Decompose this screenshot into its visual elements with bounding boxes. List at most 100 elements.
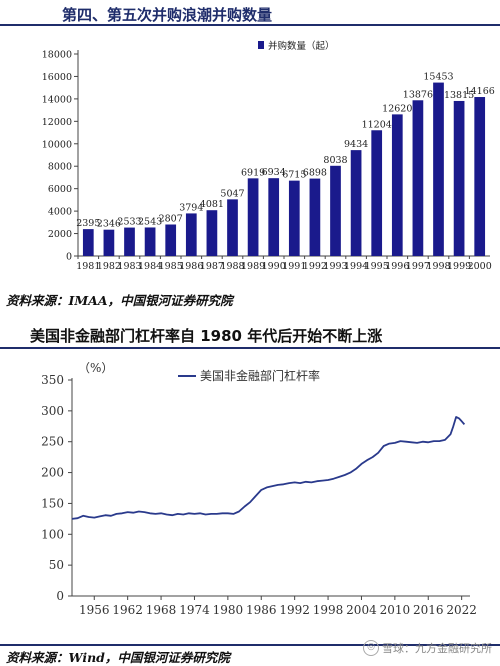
y-axis-unit-label: （%） (78, 361, 113, 375)
x-tick-label: 1988 (220, 261, 244, 272)
bar-value-label: 2807 (159, 213, 183, 224)
legend-label: 美国非金融部门杠杆率 (200, 368, 320, 383)
x-tick-label: 1998 (426, 261, 450, 272)
bar (268, 178, 280, 256)
legend-swatch (258, 41, 264, 49)
bar-value-label: 6898 (303, 168, 327, 179)
x-tick-label: 1985 (159, 261, 183, 272)
bar (185, 213, 197, 256)
x-tick-label: 1992 (279, 603, 310, 617)
y-tick-label: 4000 (48, 207, 72, 218)
y-tick-label: 0 (56, 589, 64, 603)
bar-value-label: 12620 (382, 103, 412, 114)
x-tick-label: 2016 (413, 603, 444, 617)
x-tick-label: 1968 (146, 603, 177, 617)
bar (453, 100, 465, 256)
bar-value-label: 6715 (282, 170, 306, 181)
x-tick-label: 1974 (179, 603, 210, 617)
x-tick-label: 2004 (346, 603, 377, 617)
y-tick-label: 16000 (42, 72, 72, 83)
x-tick-label: 1982 (97, 261, 121, 272)
bar-value-label: 13815 (444, 90, 474, 101)
y-tick-label: 50 (49, 558, 64, 572)
y-tick-label: 18000 (42, 50, 72, 61)
bottom-chart-title: 美国非金融部门杠杆率自 1980 年代后开始不断上涨 (30, 327, 383, 345)
y-tick-label: 150 (41, 496, 64, 510)
x-tick-label: 1995 (365, 261, 389, 272)
y-tick-label: 350 (41, 373, 64, 387)
line-chart: （%） 0 50 100 150 200 250 300 350 1956 1962 1968 1974… (41, 361, 477, 617)
y-tick-label: 10000 (42, 139, 72, 150)
x-tick-label: 1956 (79, 603, 110, 617)
x-tick-label: 1992 (303, 261, 327, 272)
bar-value-label: 9434 (344, 139, 368, 150)
x-tick-label: 1989 (241, 261, 265, 272)
bar (124, 227, 135, 256)
bar-value-label: 11204 (362, 119, 392, 130)
y-tick-label: 14000 (42, 94, 72, 105)
bar-value-label: 14166 (465, 86, 495, 97)
bar-value-label: 6919 (241, 167, 265, 178)
x-tick-label: 2010 (380, 603, 411, 617)
bar (309, 178, 321, 256)
x-tick-label: 1987 (200, 261, 224, 272)
bar-value-label: 6934 (262, 167, 286, 178)
x-tick-label: 1993 (323, 261, 347, 272)
y-tick-label: 200 (41, 466, 64, 480)
y-tick-label: 250 (41, 435, 64, 449)
x-tick-label: 2000 (468, 261, 492, 272)
x-tick-label: 1986 (179, 261, 203, 272)
bar-value-label: 2533 (117, 217, 141, 228)
bar (247, 178, 259, 256)
bar-value-label: 2395 (76, 218, 100, 229)
x-tick-label: 1998 (313, 603, 344, 617)
y-tick-label: 8000 (48, 162, 72, 173)
legend-label: 并购数量（起） (268, 40, 335, 52)
bar (433, 82, 444, 256)
y-tick-label: 100 (41, 527, 64, 541)
watermark: ◎ 雪球：九方金融研究所 (363, 640, 492, 656)
bar-value-label: 2346 (97, 219, 121, 230)
x-tick-label: 1984 (138, 261, 162, 272)
bar (330, 165, 341, 256)
y-tick-label: 0 (66, 252, 72, 263)
y-tick-label: 300 (41, 404, 64, 418)
y-tick-label: 2000 (48, 229, 72, 240)
series-line (71, 416, 466, 520)
top-title-rule (0, 24, 500, 26)
bar-chart: 0 2000 4000 6000 8000 10000 12000 14000 16000 180… (42, 40, 495, 272)
x-tick-label: 1962 (112, 603, 143, 617)
watermark-text: 雪球：九方金融研究所 (382, 642, 492, 655)
bar-value-label: 15453 (423, 72, 453, 83)
snowball-logo-icon: ◎ (363, 640, 379, 656)
y-tick-label: 6000 (48, 184, 72, 195)
x-tick-label: 1994 (344, 261, 368, 272)
x-tick-label: 1990 (262, 261, 286, 272)
bar-value-label: 2543 (138, 216, 162, 227)
top-source: 资料来源：IMAA，中国银河证券研究院 (6, 293, 233, 308)
y-tick-label: 12000 (42, 117, 72, 128)
bar-value-label: 4081 (200, 199, 224, 210)
bar (103, 229, 115, 256)
bar (412, 100, 424, 256)
bar-value-label: 3794 (179, 202, 203, 213)
x-tick-label: 1996 (385, 261, 409, 272)
bar (474, 97, 486, 256)
bar-value-label: 13876 (403, 89, 433, 100)
bar (288, 180, 300, 256)
x-tick-label: 1991 (282, 261, 306, 272)
bar (227, 199, 238, 256)
x-tick-label: 1999 (447, 261, 471, 272)
x-tick-label: 1983 (117, 261, 141, 272)
bar (206, 210, 218, 256)
bar-value-label: 5047 (220, 188, 244, 199)
bar (350, 150, 362, 256)
bar (391, 114, 403, 257)
top-chart-title: 第四、第五次并购浪潮并购数量 (62, 6, 273, 24)
bottom-source-rule (0, 644, 500, 646)
x-tick-label: 2022 (446, 603, 477, 617)
bottom-source: 资料来源：Wind，中国银河证券研究院 (6, 650, 230, 665)
x-tick-label: 1986 (246, 603, 277, 617)
bottom-title-rule (0, 347, 500, 349)
bar (165, 224, 177, 256)
